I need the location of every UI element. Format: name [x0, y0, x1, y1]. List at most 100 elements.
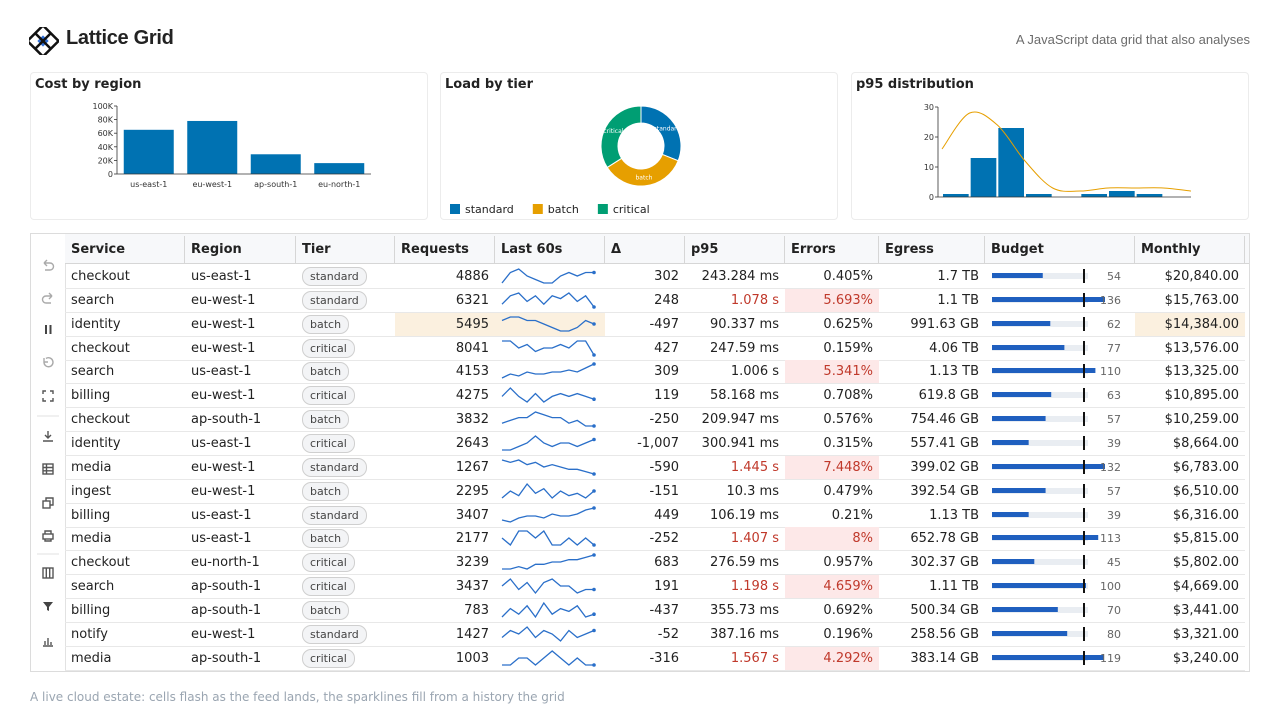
- legend-label: standard: [465, 203, 514, 216]
- tier-badge: critical: [302, 648, 355, 668]
- column-header[interactable]: Errors: [785, 236, 879, 263]
- cell: 276.59 ms: [685, 551, 785, 576]
- budget-clip: [992, 320, 1051, 326]
- cell: 399.02 GB: [879, 456, 985, 480]
- cell: batch: [296, 599, 395, 623]
- slice-label: critical: [603, 128, 623, 135]
- reset-button[interactable]: [43, 357, 54, 368]
- cell: eu-west-1: [185, 480, 296, 504]
- cell: 387.16 ms: [685, 623, 785, 647]
- sparkline: [502, 435, 596, 451]
- download-button[interactable]: [43, 431, 53, 442]
- cell: [495, 337, 605, 361]
- cell: ap-south-1: [185, 575, 296, 600]
- budget-bar: [992, 273, 1043, 278]
- column-header[interactable]: Last 60s: [495, 236, 605, 263]
- cell: 54: [985, 265, 1135, 289]
- cell: 0.196%: [785, 623, 879, 647]
- histogram-bar: [1081, 194, 1107, 197]
- sparkline: [502, 339, 596, 357]
- cell: ap-south-1: [185, 647, 296, 671]
- budget-target: [1083, 292, 1085, 307]
- column-header[interactable]: Budget: [985, 236, 1135, 263]
- column-header[interactable]: p95: [685, 236, 785, 263]
- cell: 1.006 s: [685, 360, 785, 385]
- cell: [495, 623, 605, 647]
- budget-bullet: 39: [992, 507, 1121, 522]
- cell: [495, 312, 605, 337]
- cell: 209.947 ms: [685, 408, 785, 433]
- budget-bullet: 62: [992, 316, 1121, 331]
- filter-button[interactable]: [43, 602, 53, 611]
- cell: 258.56 GB: [879, 623, 985, 647]
- column-header[interactable]: Monthly: [1135, 236, 1245, 263]
- column-header[interactable]: Service: [65, 236, 185, 263]
- budget-target: [1083, 364, 1085, 379]
- cell: 70: [985, 599, 1135, 623]
- budget-bullet: 45: [992, 555, 1121, 570]
- tier-badge: standard: [302, 267, 367, 286]
- budget-bar: [992, 296, 1105, 302]
- cell: 4.06 TB: [879, 337, 985, 361]
- budget-clip: [992, 511, 1029, 517]
- sparkline: [501, 316, 596, 332]
- column-header[interactable]: Region: [185, 236, 296, 263]
- cell: 106.19 ms: [685, 504, 785, 528]
- tier-badge: batch: [302, 410, 350, 430]
- column-header[interactable]: Tier: [296, 236, 395, 263]
- cell: [495, 384, 605, 409]
- budget-value: 132: [1100, 461, 1121, 474]
- budget-bar: [992, 392, 1052, 398]
- budget-track: [992, 439, 1088, 446]
- tier-badge: critical: [302, 433, 355, 453]
- sparkline: [501, 601, 596, 619]
- budget-clip: [992, 392, 1052, 398]
- y-tick-label: 80K: [98, 116, 114, 125]
- budget-clip: [992, 630, 1068, 636]
- print-button[interactable]: [42, 530, 54, 542]
- cell: 132: [985, 456, 1135, 480]
- budget-clip: [992, 273, 1043, 278]
- budget-clip: [992, 463, 1105, 469]
- fullscreen-button[interactable]: [42, 390, 54, 402]
- cell: 7.448%: [785, 455, 879, 480]
- cell: $10,259.00: [1135, 408, 1245, 433]
- columns-button[interactable]: [42, 567, 54, 579]
- budget-bar: [992, 511, 1029, 517]
- cell: ingest: [65, 480, 185, 504]
- cell: 8041: [395, 337, 495, 361]
- cell: 90.337 ms: [685, 313, 785, 337]
- table-button[interactable]: [42, 463, 54, 475]
- pause-button[interactable]: [45, 325, 52, 334]
- cell: 783: [395, 599, 495, 623]
- cell: 355.73 ms: [685, 599, 785, 623]
- cell: 309: [605, 360, 685, 385]
- column-header[interactable]: Requests: [395, 236, 495, 263]
- chart-card: 0 10 20 30 p95 distribution: [851, 72, 1249, 220]
- cell: critical: [296, 575, 395, 600]
- redo-button[interactable]: [41, 292, 53, 304]
- sparkline-line: [501, 506, 595, 523]
- cell: search: [65, 360, 185, 385]
- cell: [495, 456, 605, 480]
- copy-button[interactable]: [42, 497, 54, 509]
- chart-button[interactable]: [43, 638, 53, 647]
- cell: billing: [65, 504, 185, 528]
- undo-button[interactable]: [43, 259, 55, 271]
- cell: 4886: [395, 265, 495, 289]
- cell: $3,240.00: [1135, 647, 1245, 671]
- budget-clip: [992, 439, 1029, 445]
- tier-badge: standard: [302, 290, 367, 310]
- donut-chart: standard batch critical standard batch critic…: [450, 105, 682, 216]
- column-header[interactable]: Egress: [879, 236, 985, 263]
- cell: 302: [605, 265, 685, 289]
- column-header[interactable]: Δ: [605, 236, 685, 263]
- cell: [495, 289, 605, 313]
- budget-bar: [992, 654, 1104, 660]
- cell: standard: [296, 623, 395, 647]
- cell: -1,007: [605, 432, 685, 456]
- budget-bullet: 136: [992, 292, 1121, 307]
- sparkline-line: [501, 411, 594, 427]
- tier-badge: batch: [302, 362, 350, 382]
